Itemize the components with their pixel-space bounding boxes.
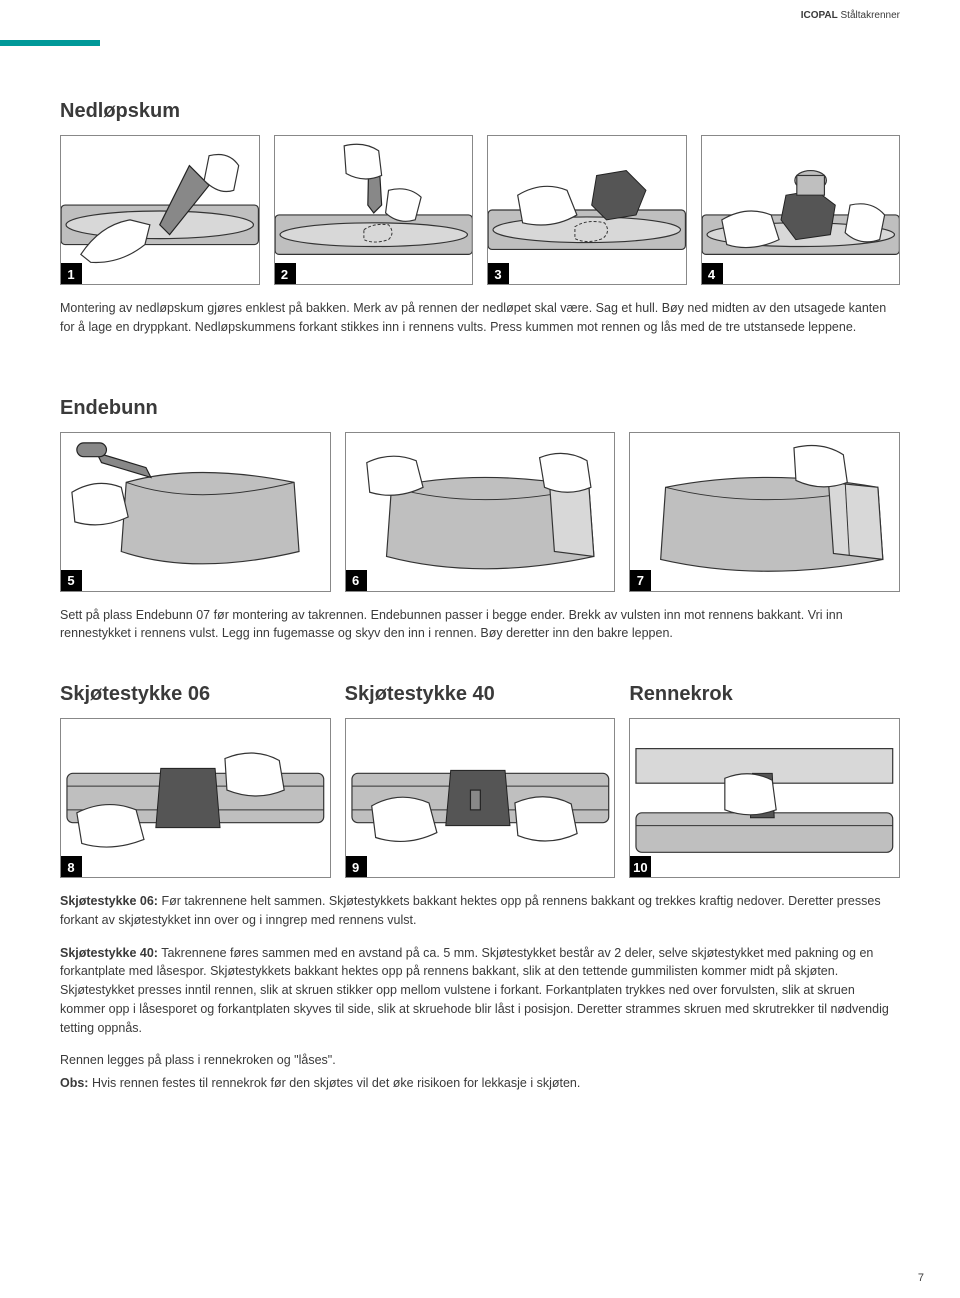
illustration-8 xyxy=(61,719,330,877)
figure-number: 1 xyxy=(60,263,82,285)
illustration-5 xyxy=(61,433,330,591)
title-skjote06: Skjøtestykke 06 xyxy=(60,683,331,706)
text-rennekrok: Rennen legges på plass i rennekroken og … xyxy=(60,1051,900,1070)
figure-4: 4 xyxy=(701,135,901,285)
figure-number: 3 xyxy=(487,263,509,285)
section-title-endebunn: Endebunn xyxy=(60,397,900,420)
title-rennekrok: Rennekrok xyxy=(629,683,900,706)
brand-rest: Ståltakrenner xyxy=(838,10,900,21)
figure-number: 7 xyxy=(629,570,651,592)
figure-5: 5 xyxy=(60,432,331,592)
figure-number: 6 xyxy=(345,570,367,592)
teal-accent-bar xyxy=(0,40,100,46)
figure-number: 5 xyxy=(60,570,82,592)
col-skjote06: Skjøtestykke 06 xyxy=(60,683,331,718)
col-skjote40: Skjøtestykke 40 xyxy=(345,683,616,718)
illustration-9 xyxy=(346,719,615,877)
bold-skjote40: Skjøtestykke 40: xyxy=(60,946,158,960)
figure-row-nedlopskum: 1 2 3 xyxy=(60,135,900,285)
triple-title-row: Skjøtestykke 06 Skjøtestykke 40 Rennekro… xyxy=(60,683,900,718)
title-skjote40: Skjøtestykke 40 xyxy=(345,683,616,706)
illustration-3 xyxy=(488,136,686,284)
page-number: 7 xyxy=(918,1272,924,1284)
text-nedlopskum: Montering av nedløpskum gjøres enklest p… xyxy=(60,299,900,337)
figure-6: 6 xyxy=(345,432,616,592)
figure-2: 2 xyxy=(274,135,474,285)
section-title-nedlopskum: Nedløpskum xyxy=(60,100,900,123)
rest-skjote06: Før takrennene helt sammen. Skjøtestykke… xyxy=(60,894,881,927)
text-skjote06: Skjøtestykke 06: Før takrennene helt sam… xyxy=(60,892,900,930)
col-rennekrok: Rennekrok xyxy=(629,683,900,718)
rest-skjote40: Takrennene føres sammen med en avstand p… xyxy=(60,946,889,1035)
figure-row-endebunn: 5 6 7 xyxy=(60,432,900,592)
illustration-2 xyxy=(275,136,473,284)
figure-number: 9 xyxy=(345,856,367,878)
illustration-4 xyxy=(702,136,900,284)
text-skjote40: Skjøtestykke 40: Takrennene føres sammen… xyxy=(60,944,900,1038)
bold-skjote06: Skjøtestykke 06: xyxy=(60,894,158,908)
figure-8: 8 xyxy=(60,718,331,878)
figure-row-triple: 8 9 10 xyxy=(60,718,900,878)
rest-obs: Hvis rennen festes til rennekrok før den… xyxy=(88,1076,580,1090)
page: ICOPAL Ståltakrenner Nedløpskum 1 xyxy=(0,0,960,1298)
header-brand: ICOPAL Ståltakrenner xyxy=(801,10,900,21)
figure-number: 4 xyxy=(701,263,723,285)
bold-obs: Obs: xyxy=(60,1076,88,1090)
figure-3: 3 xyxy=(487,135,687,285)
figure-number: 10 xyxy=(629,856,651,878)
figure-9: 9 xyxy=(345,718,616,878)
figure-number: 2 xyxy=(274,263,296,285)
illustration-1 xyxy=(61,136,259,284)
illustration-10 xyxy=(630,719,899,877)
figure-10: 10 xyxy=(629,718,900,878)
figure-1: 1 xyxy=(60,135,260,285)
figure-7: 7 xyxy=(629,432,900,592)
illustration-6 xyxy=(346,433,615,591)
brand-bold: ICOPAL xyxy=(801,10,838,21)
text-endebunn: Sett på plass Endebunn 07 før montering … xyxy=(60,606,900,644)
illustration-7 xyxy=(630,433,899,591)
text-obs: Obs: Hvis rennen festes til rennekrok fø… xyxy=(60,1074,900,1093)
figure-number: 8 xyxy=(60,856,82,878)
